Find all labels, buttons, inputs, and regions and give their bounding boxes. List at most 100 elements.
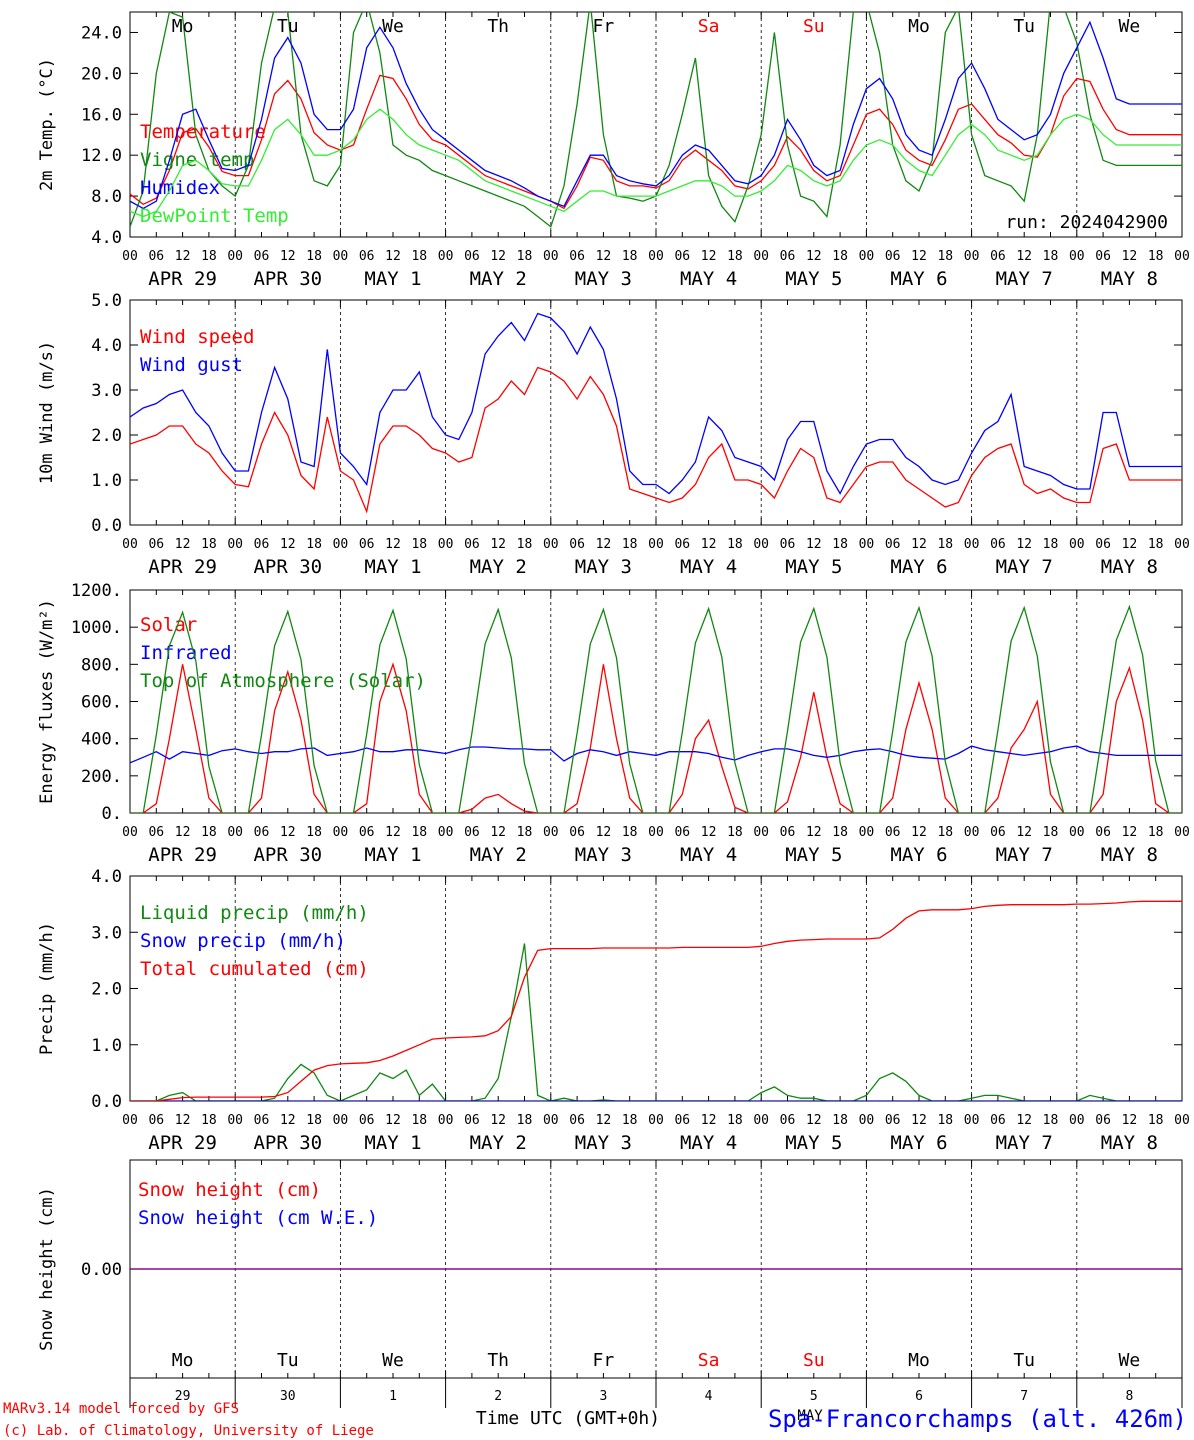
y-tick-label: 0.0	[91, 1092, 122, 1112]
hour-tick-label: 18	[201, 1113, 217, 1128]
hour-tick-label: 12	[911, 537, 927, 552]
hour-tick-label: 12	[911, 1113, 927, 1128]
hour-tick-label: 18	[517, 1113, 533, 1128]
hour-tick-label: 06	[148, 825, 164, 840]
y-tick-label: 12.0	[81, 146, 122, 166]
hour-tick-label: 18	[1043, 1113, 1059, 1128]
hour-tick-label: 18	[411, 825, 427, 840]
hour-tick-label: 00	[859, 1113, 875, 1128]
y-axis-label: Precip (mm/h)	[37, 922, 57, 1055]
hour-tick-label: 12	[280, 249, 296, 264]
hour-tick-label: 06	[359, 1113, 375, 1128]
hour-tick-label: 18	[832, 537, 848, 552]
date-label: APR 29	[148, 844, 217, 866]
hour-tick-label: 00	[438, 249, 454, 264]
hour-tick-label: 06	[674, 249, 690, 264]
weekday-label-top: Tu	[1013, 16, 1035, 37]
weekday-label-top: Mo	[908, 16, 930, 37]
run-label: run: 2024042900	[1005, 212, 1168, 233]
day-number-label: 1	[389, 1389, 397, 1404]
hour-tick-label: 12	[1016, 1113, 1032, 1128]
series-line-wind-gust	[130, 312, 1182, 495]
date-label: MAY 1	[364, 844, 421, 866]
hour-tick-label: 00	[648, 1113, 664, 1128]
date-label: MAY 4	[680, 268, 737, 290]
y-axis-label: Energy fluxes (W/m²)	[37, 599, 57, 804]
weekday-label-bottom: Su	[803, 1350, 825, 1371]
y-tick-label: 1.0	[91, 1036, 122, 1056]
y-tick-label: 5.0	[91, 291, 122, 311]
hour-tick-label: 06	[254, 825, 270, 840]
date-label: MAY 7	[996, 1132, 1053, 1154]
hour-tick-label: 06	[990, 537, 1006, 552]
hour-tick-label: 18	[832, 1113, 848, 1128]
weekday-label-top: We	[1119, 16, 1141, 37]
hour-tick-label: 00	[964, 537, 980, 552]
hour-tick-label: 06	[1095, 825, 1111, 840]
hour-tick-label: 18	[1148, 537, 1164, 552]
hour-tick-label: 12	[385, 249, 401, 264]
panel-3: 0. 200. 400. 600. 800. 1000. 1200. Energy fluxe…	[37, 581, 1190, 866]
hour-tick-label: 12	[385, 1113, 401, 1128]
series-line-humidex	[130, 20, 1182, 210]
hour-tick-label: 06	[674, 537, 690, 552]
y-tick-label: 1200.	[71, 581, 122, 601]
date-label: MAY 4	[680, 1132, 737, 1154]
hour-tick-label: 18	[201, 825, 217, 840]
date-label: MAY 6	[890, 844, 947, 866]
hour-tick-label: 06	[254, 1113, 270, 1128]
hour-tick-label: 06	[464, 1113, 480, 1128]
y-tick-label: 3.0	[91, 923, 122, 943]
date-label: APR 30	[253, 556, 322, 578]
date-label: MAY 1	[364, 268, 421, 290]
weekday-label-bottom: Th	[487, 1350, 509, 1371]
hour-tick-label: 06	[148, 1113, 164, 1128]
hour-tick-label: 06	[780, 825, 796, 840]
hour-tick-label: 18	[1148, 249, 1164, 264]
hour-tick-label: 12	[806, 537, 822, 552]
y-tick-label: 24.0	[81, 23, 122, 43]
hour-tick-label: 00	[438, 1113, 454, 1128]
date-label: MAY 6	[890, 556, 947, 578]
hour-tick-label: 18	[622, 1113, 638, 1128]
y-axis-label: Snow height (cm)	[37, 1187, 57, 1351]
hour-tick-label: 12	[385, 537, 401, 552]
date-label: MAY 2	[470, 556, 527, 578]
hour-tick-label: 00	[859, 825, 875, 840]
hour-tick-label: 12	[490, 1113, 506, 1128]
hour-tick-label: 18	[1043, 537, 1059, 552]
date-label: MAY 3	[575, 556, 632, 578]
date-label: MAY 2	[470, 1132, 527, 1154]
hour-tick-label: 00	[543, 825, 559, 840]
hour-tick-label: 00	[859, 537, 875, 552]
y-axis-label: 10m Wind (m/s)	[37, 341, 57, 484]
hour-tick-label: 18	[832, 825, 848, 840]
date-label: MAY 1	[364, 556, 421, 578]
hour-tick-label: 12	[490, 825, 506, 840]
weekday-label-bottom: Fr	[593, 1350, 615, 1371]
hour-tick-label: 00	[1069, 825, 1085, 840]
y-tick-label: 400.	[81, 730, 122, 750]
date-label: MAY 7	[996, 556, 1053, 578]
station-label: Spa-Francorchamps (alt. 426m)	[768, 1405, 1187, 1433]
hour-tick-label: 06	[780, 1113, 796, 1128]
hour-tick-label: 18	[727, 537, 743, 552]
hour-tick-label: 12	[1016, 249, 1032, 264]
y-axis-label: 2m Temp. (°C)	[37, 58, 57, 191]
credit-line-1: MARv3.14 model forced by GFS	[3, 1401, 239, 1417]
date-label: APR 30	[253, 844, 322, 866]
hour-tick-label: 12	[701, 825, 717, 840]
hour-tick-label: 12	[175, 249, 191, 264]
date-label: MAY 3	[575, 1132, 632, 1154]
panel-5: 0.00 Snow height (cm) Snow height (cm) Snow…	[37, 1159, 1183, 1379]
hour-tick-label: 06	[569, 1113, 585, 1128]
date-label: MAY 6	[890, 268, 947, 290]
date-label: APR 30	[253, 1132, 322, 1154]
date-label: MAY 8	[1101, 1132, 1158, 1154]
weekday-label-top: Tu	[277, 16, 299, 37]
y-tick-label: 0.	[102, 804, 122, 824]
month-label: MAY	[797, 1408, 823, 1424]
hour-tick-label: 06	[1095, 537, 1111, 552]
weekday-label-bottom: Mo	[172, 1350, 194, 1371]
